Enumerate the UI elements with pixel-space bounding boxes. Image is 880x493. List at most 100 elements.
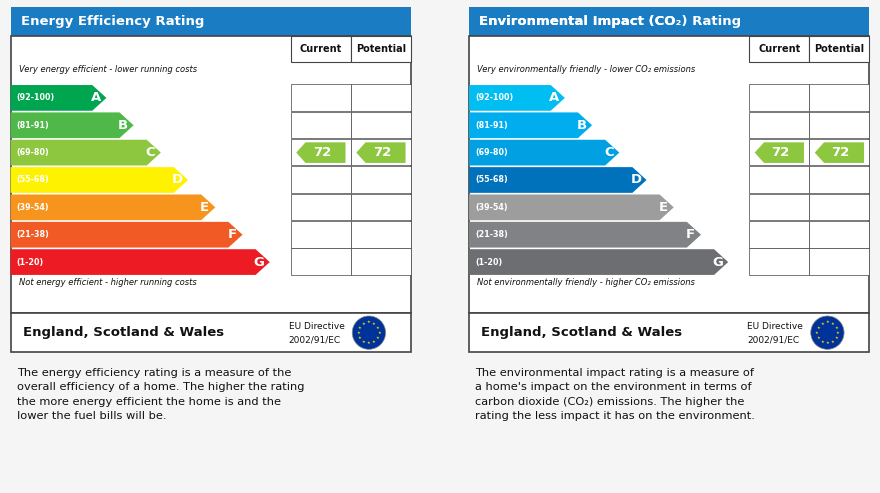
Bar [750, 221, 810, 247]
Bar [810, 84, 869, 111]
Bar [291, 35, 351, 62]
Text: B: B [118, 119, 128, 132]
Bar [291, 166, 351, 193]
Bar [351, 84, 411, 111]
Text: ★: ★ [362, 322, 365, 326]
Text: Not environmentally friendly - higher CO₂ emissions: Not environmentally friendly - higher CO… [477, 278, 695, 287]
Bar [810, 111, 869, 138]
Bar [750, 111, 810, 138]
Text: Very environmentally friendly - lower CO₂ emissions: Very environmentally friendly - lower CO… [477, 65, 695, 74]
Text: (81-91): (81-91) [17, 121, 49, 130]
Text: Current: Current [300, 44, 342, 54]
Text: 2002/91/EC: 2002/91/EC [289, 335, 341, 344]
Text: (55-68): (55-68) [475, 176, 508, 184]
Text: ★: ★ [372, 322, 376, 326]
Bar [810, 166, 869, 193]
Text: ★: ★ [367, 341, 370, 345]
Text: ★: ★ [362, 340, 365, 344]
Text: ★: ★ [820, 340, 824, 344]
Polygon shape [469, 222, 701, 247]
Bar [11, 35, 411, 313]
Text: (92-100): (92-100) [17, 93, 55, 103]
Bar [291, 111, 351, 138]
Text: D: D [630, 174, 642, 186]
Text: A: A [91, 91, 101, 105]
Text: ★: ★ [831, 340, 834, 344]
Text: ★: ★ [358, 336, 362, 340]
Text: (92-100): (92-100) [475, 93, 513, 103]
Text: ★: ★ [831, 322, 834, 326]
Text: EU Directive: EU Directive [747, 322, 803, 331]
Bar [351, 248, 411, 275]
Bar [469, 35, 869, 313]
Text: E: E [658, 201, 668, 214]
Bar [750, 194, 810, 220]
Text: ★: ★ [378, 331, 381, 335]
Text: Potential: Potential [356, 44, 406, 54]
Polygon shape [356, 142, 406, 163]
Polygon shape [11, 85, 106, 111]
Bar [750, 139, 810, 166]
Text: (21-38): (21-38) [475, 230, 508, 239]
Text: (1-20): (1-20) [17, 257, 44, 267]
Text: England, Scotland & Wales: England, Scotland & Wales [481, 326, 682, 339]
Bar [291, 221, 351, 247]
Text: ★: ★ [817, 336, 820, 340]
Text: ★: ★ [367, 320, 370, 324]
Text: C: C [145, 146, 155, 159]
Bar [750, 248, 810, 275]
Text: ★: ★ [825, 320, 829, 324]
Text: The environmental impact rating is a measure of
a home's impact on the environme: The environmental impact rating is a mea… [475, 368, 755, 421]
Text: 72: 72 [312, 146, 331, 159]
Polygon shape [755, 142, 804, 163]
Text: ★: ★ [376, 336, 380, 340]
Bar [810, 139, 869, 166]
Bar [351, 35, 411, 62]
Text: ★: ★ [356, 331, 361, 335]
Text: ★: ★ [372, 340, 376, 344]
Text: ★: ★ [820, 322, 824, 326]
Polygon shape [469, 167, 647, 193]
Text: Very energy efficient - lower running costs: Very energy efficient - lower running co… [18, 65, 197, 74]
Bar [810, 194, 869, 220]
Bar [750, 166, 810, 193]
Text: EU Directive: EU Directive [289, 322, 345, 331]
Text: D: D [172, 174, 183, 186]
Text: E: E [200, 201, 209, 214]
Text: The energy efficiency rating is a measure of the
overall efficiency of a home. T: The energy efficiency rating is a measur… [17, 368, 304, 421]
Polygon shape [11, 167, 188, 193]
Text: ★: ★ [836, 331, 840, 335]
Bar [810, 35, 869, 62]
Bar [469, 7, 869, 35]
Bar [810, 221, 869, 247]
Text: Environmental Impact (CO: Environmental Impact (CO [479, 15, 676, 28]
Text: Potential: Potential [814, 44, 864, 54]
Text: (69-80): (69-80) [475, 148, 508, 157]
Polygon shape [11, 112, 134, 138]
Polygon shape [469, 249, 729, 275]
Text: F: F [227, 228, 237, 241]
Circle shape [352, 316, 385, 350]
Text: 72: 72 [771, 146, 789, 159]
Bar [351, 221, 411, 247]
Text: Current: Current [759, 44, 801, 54]
Polygon shape [297, 142, 346, 163]
Bar [11, 7, 411, 35]
Bar [291, 248, 351, 275]
Text: England, Scotland & Wales: England, Scotland & Wales [23, 326, 224, 339]
Bar [291, 194, 351, 220]
Text: 2002/91/EC: 2002/91/EC [747, 335, 799, 344]
Text: ★: ★ [834, 325, 839, 329]
Text: 72: 72 [832, 146, 849, 159]
Text: G: G [712, 255, 723, 269]
Text: G: G [253, 255, 265, 269]
Text: (39-54): (39-54) [17, 203, 49, 212]
Circle shape [810, 316, 844, 350]
Bar [810, 248, 869, 275]
Text: B: B [576, 119, 587, 132]
Bar [750, 35, 810, 62]
Text: ★: ★ [358, 325, 362, 329]
Text: ★: ★ [817, 325, 820, 329]
Polygon shape [815, 142, 864, 163]
Text: (21-38): (21-38) [17, 230, 49, 239]
